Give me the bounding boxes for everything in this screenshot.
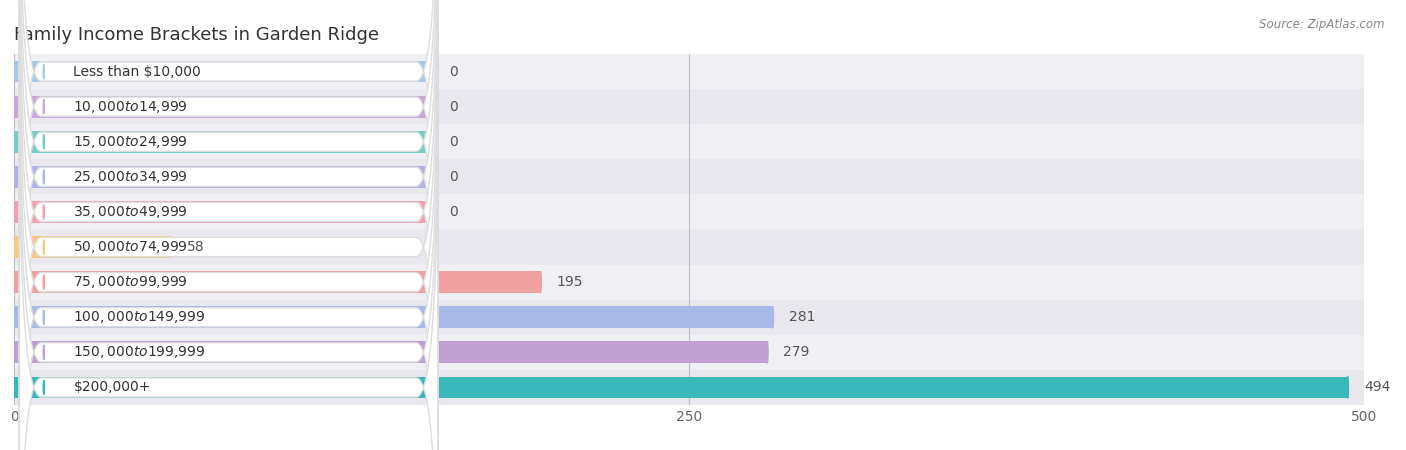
Bar xyxy=(14,194,1364,230)
Text: $25,000 to $34,999: $25,000 to $34,999 xyxy=(73,169,188,185)
Circle shape xyxy=(1347,377,1348,398)
Text: Less than $10,000: Less than $10,000 xyxy=(73,64,201,79)
FancyBboxPatch shape xyxy=(20,0,437,413)
Circle shape xyxy=(432,131,433,153)
Text: 0: 0 xyxy=(449,99,457,114)
Bar xyxy=(14,201,433,223)
Text: 195: 195 xyxy=(557,275,583,289)
Bar xyxy=(14,271,540,293)
FancyBboxPatch shape xyxy=(20,0,437,343)
Bar xyxy=(14,54,1364,89)
Bar xyxy=(14,96,433,117)
FancyBboxPatch shape xyxy=(20,11,437,450)
FancyBboxPatch shape xyxy=(20,0,437,448)
Text: $35,000 to $49,999: $35,000 to $49,999 xyxy=(73,204,188,220)
Bar xyxy=(14,159,1364,194)
Bar xyxy=(14,265,1364,300)
Text: 281: 281 xyxy=(789,310,815,324)
Text: 58: 58 xyxy=(187,240,204,254)
Bar xyxy=(14,236,170,258)
FancyBboxPatch shape xyxy=(20,0,437,450)
Text: Source: ZipAtlas.com: Source: ZipAtlas.com xyxy=(1260,18,1385,31)
Circle shape xyxy=(432,96,433,117)
Bar xyxy=(14,306,773,328)
Text: $50,000 to $74,999: $50,000 to $74,999 xyxy=(73,239,188,255)
FancyBboxPatch shape xyxy=(20,116,437,450)
Bar xyxy=(14,335,1364,370)
Bar xyxy=(14,89,1364,124)
Text: $75,000 to $99,999: $75,000 to $99,999 xyxy=(73,274,188,290)
Circle shape xyxy=(432,201,433,223)
Text: $15,000 to $24,999: $15,000 to $24,999 xyxy=(73,134,188,150)
Bar xyxy=(14,131,433,153)
Circle shape xyxy=(540,271,541,293)
Text: $10,000 to $14,999: $10,000 to $14,999 xyxy=(73,99,188,115)
FancyBboxPatch shape xyxy=(20,46,437,450)
Text: Family Income Brackets in Garden Ridge: Family Income Brackets in Garden Ridge xyxy=(14,26,380,44)
Bar xyxy=(14,124,1364,159)
Text: 0: 0 xyxy=(449,64,457,79)
FancyBboxPatch shape xyxy=(20,0,437,450)
Bar xyxy=(14,300,1364,335)
Circle shape xyxy=(772,306,773,328)
Text: $150,000 to $199,999: $150,000 to $199,999 xyxy=(73,344,205,360)
Circle shape xyxy=(170,236,172,258)
Text: $100,000 to $149,999: $100,000 to $149,999 xyxy=(73,309,205,325)
Bar xyxy=(14,230,1364,265)
Text: 0: 0 xyxy=(449,205,457,219)
FancyBboxPatch shape xyxy=(20,0,437,378)
Circle shape xyxy=(432,61,433,82)
Bar xyxy=(14,61,433,82)
Text: $200,000+: $200,000+ xyxy=(73,380,150,395)
Bar xyxy=(14,377,1347,398)
FancyBboxPatch shape xyxy=(20,81,437,450)
Bar xyxy=(14,370,1364,405)
Text: 279: 279 xyxy=(783,345,810,360)
Bar xyxy=(14,166,433,188)
Bar xyxy=(14,342,768,363)
Text: 494: 494 xyxy=(1364,380,1391,395)
Text: 0: 0 xyxy=(449,170,457,184)
Text: 0: 0 xyxy=(449,135,457,149)
Circle shape xyxy=(432,166,433,188)
Circle shape xyxy=(766,342,768,363)
